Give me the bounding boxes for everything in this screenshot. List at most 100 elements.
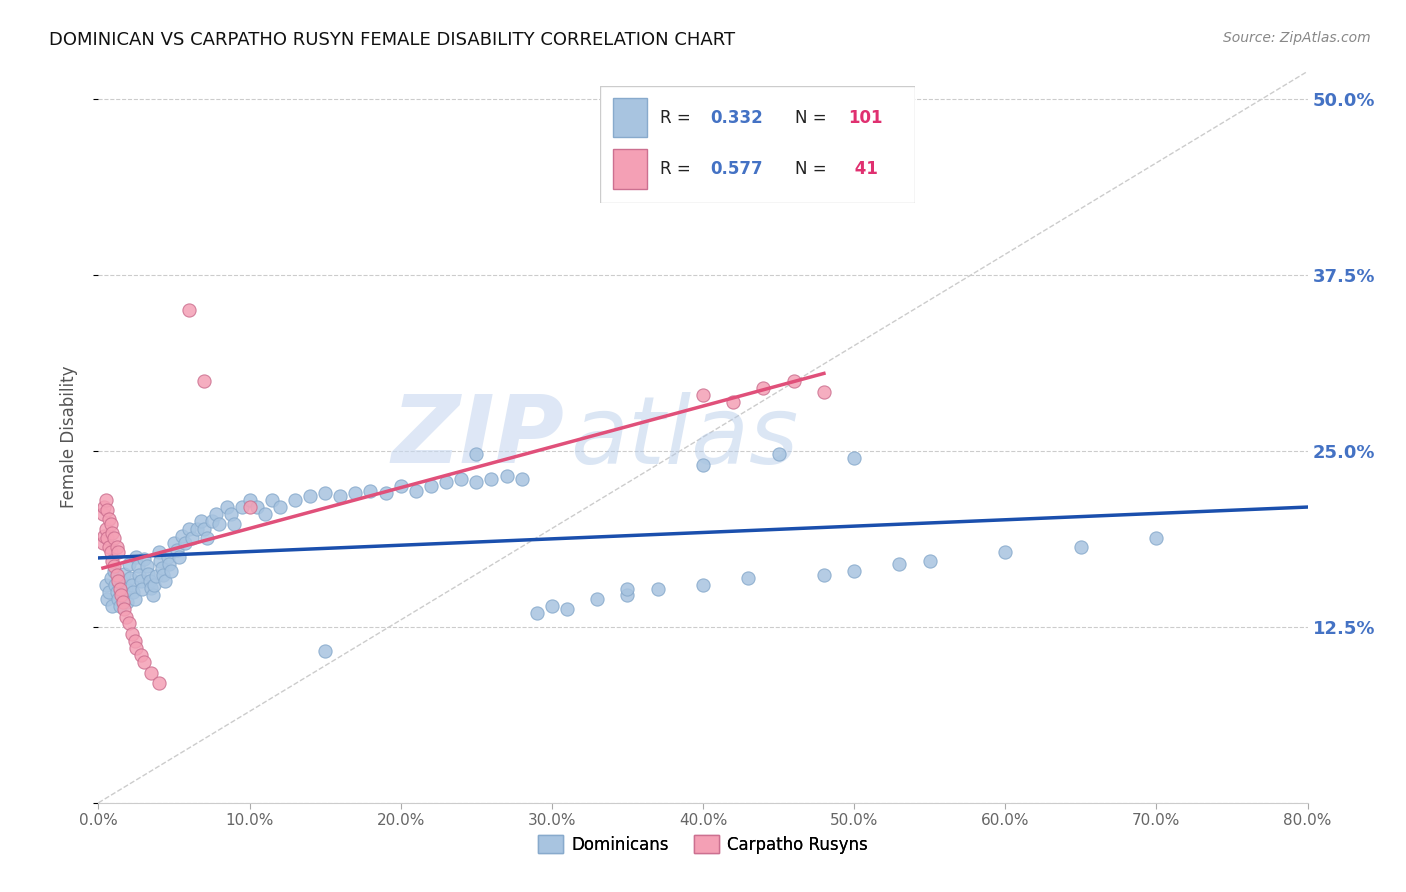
Point <box>96 591 118 606</box>
Legend: Dominicans, Carpatho Rusyns: Dominicans, Carpatho Rusyns <box>531 829 875 860</box>
Point <box>813 385 835 400</box>
Point <box>150 561 173 575</box>
Point <box>96 532 118 546</box>
Point <box>101 525 124 540</box>
Point <box>173 535 195 549</box>
Point <box>616 582 638 596</box>
Point <box>170 528 193 542</box>
Point <box>149 554 172 568</box>
Point <box>125 549 148 564</box>
Point <box>148 545 170 559</box>
Point <box>142 588 165 602</box>
Point <box>526 606 548 620</box>
Point <box>201 515 224 529</box>
Point <box>193 521 215 535</box>
Point <box>465 447 488 461</box>
Point <box>111 595 134 609</box>
Point <box>1144 532 1167 546</box>
Point <box>450 472 472 486</box>
Point <box>231 500 253 515</box>
Point <box>737 571 759 585</box>
Point <box>118 557 141 571</box>
Point <box>103 532 125 546</box>
Point <box>239 493 262 508</box>
Point <box>98 540 121 554</box>
Point <box>190 515 212 529</box>
Point <box>108 599 131 613</box>
Point <box>131 582 153 596</box>
Point <box>195 532 218 546</box>
Point <box>768 447 790 461</box>
Point <box>107 574 129 588</box>
Point <box>616 588 638 602</box>
Point <box>262 493 284 508</box>
Point <box>107 591 129 606</box>
Point <box>420 479 443 493</box>
Point <box>132 552 155 566</box>
Point <box>193 374 215 388</box>
Point <box>224 517 246 532</box>
Point <box>103 564 125 578</box>
Point <box>239 500 262 515</box>
Point <box>91 535 114 549</box>
Point <box>647 582 669 596</box>
Text: DOMINICAN VS CARPATHO RUSYN FEMALE DISABILITY CORRELATION CHART: DOMINICAN VS CARPATHO RUSYN FEMALE DISAB… <box>49 31 735 49</box>
Point <box>121 578 143 592</box>
Point <box>208 517 231 532</box>
Point <box>284 493 307 508</box>
Point <box>124 591 146 606</box>
Point <box>98 584 121 599</box>
Point <box>94 521 117 535</box>
Point <box>692 578 714 592</box>
Point <box>129 648 152 662</box>
Point <box>148 676 170 690</box>
Point <box>813 568 835 582</box>
Point <box>145 569 167 583</box>
Point <box>221 508 243 522</box>
Point <box>122 584 145 599</box>
Point <box>141 581 163 595</box>
Point <box>136 566 159 581</box>
Point <box>101 599 124 613</box>
Point <box>135 559 157 574</box>
Point <box>314 486 336 500</box>
Point <box>510 472 533 486</box>
Y-axis label: Female Disability: Female Disability <box>59 366 77 508</box>
Point <box>434 475 457 489</box>
Point <box>246 500 269 515</box>
Point <box>93 500 115 515</box>
Point <box>124 634 146 648</box>
Point <box>555 601 578 615</box>
Point <box>100 517 122 532</box>
Point <box>103 559 125 574</box>
Point <box>844 564 866 578</box>
Point <box>269 500 291 515</box>
Point <box>100 571 122 585</box>
Point <box>107 545 129 559</box>
Point <box>389 479 412 493</box>
Point <box>105 568 128 582</box>
Point <box>179 521 201 535</box>
Point <box>540 599 562 613</box>
Point <box>94 578 117 592</box>
Point <box>205 508 228 522</box>
Point <box>253 508 276 522</box>
Point <box>160 564 183 578</box>
Point <box>186 521 208 535</box>
Point <box>93 528 115 542</box>
Point <box>128 568 150 582</box>
Point <box>115 595 138 609</box>
Point <box>91 508 114 522</box>
Point <box>166 542 188 557</box>
Point <box>139 574 162 588</box>
Point <box>586 591 609 606</box>
Point <box>215 500 238 515</box>
Point <box>481 472 503 486</box>
Point <box>96 503 118 517</box>
Point <box>110 574 132 588</box>
Point <box>329 489 352 503</box>
Point <box>94 493 117 508</box>
Point <box>844 451 866 466</box>
Point <box>889 557 911 571</box>
Point <box>114 610 136 624</box>
